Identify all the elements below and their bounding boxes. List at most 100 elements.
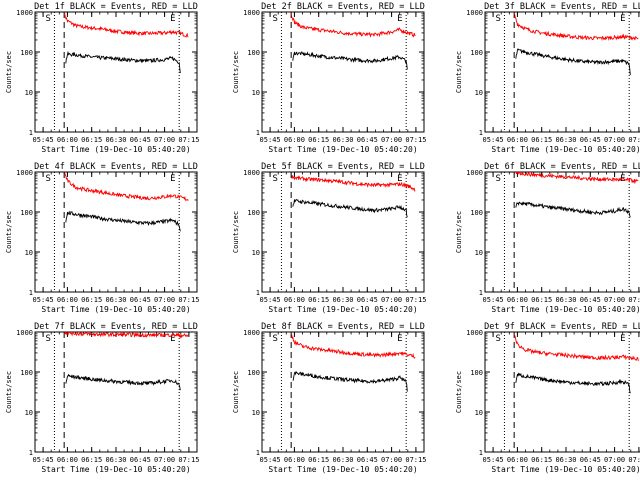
x-tick-label: 07:00 (381, 456, 402, 464)
y-tick-label: 100 (247, 209, 260, 217)
x-tick-label: 06:30 (555, 296, 576, 304)
y-tick-label: 1 (479, 449, 483, 457)
x-tick-label: 06:15 (531, 136, 552, 144)
end-marker: E (397, 14, 402, 24)
x-tick-label: 06:45 (130, 296, 151, 304)
end-marker: E (620, 334, 625, 344)
x-axis-label: Start Time (19-Dec-10 05:40:20) (41, 305, 190, 314)
y-tick-label: 1 (479, 289, 483, 297)
y-tick-label: 1 (29, 289, 33, 297)
x-tick-label: 06:30 (555, 136, 576, 144)
x-axis-label: Start Time (19-Dec-10 05:40:20) (41, 145, 190, 154)
x-tick-label: 05:45 (260, 296, 281, 304)
y-tick-label: 10 (475, 409, 483, 417)
end-marker: E (620, 14, 625, 24)
x-tick-label: 06:15 (81, 296, 102, 304)
lld-series-line (290, 333, 416, 359)
x-tick-label: 05:45 (483, 456, 504, 464)
x-tick-label: 05:45 (483, 296, 504, 304)
x-tick-label: 05:45 (260, 456, 281, 464)
start-marker: S (272, 174, 277, 184)
x-tick-label: 06:45 (130, 136, 151, 144)
plot-frame (34, 11, 198, 133)
y-axis-label: Counts/sec (5, 371, 13, 413)
x-tick-label: 07:15 (628, 296, 640, 304)
plot-title: Det 1f BLACK = Events, RED = LLD (34, 2, 198, 12)
x-tick-label: 07:15 (405, 456, 426, 464)
y-tick-label: 1000 (466, 9, 483, 17)
x-tick-label: 07:00 (604, 456, 625, 464)
x-axis-label: Start Time (19-Dec-10 05:40:20) (491, 305, 640, 314)
x-tick-label: 06:30 (555, 456, 576, 464)
plot-title: Det 5f BLACK = Events, RED = LLD (261, 162, 425, 172)
lld-series-line (513, 333, 639, 362)
y-tick-label: 1000 (243, 9, 260, 17)
x-tick-label: 06:45 (357, 136, 378, 144)
x-tick-label: 06:00 (507, 136, 528, 144)
y-tick-label: 1000 (466, 329, 483, 337)
x-tick-label: 06:15 (81, 456, 102, 464)
end-marker: E (170, 174, 175, 184)
plot-frame (484, 11, 640, 133)
plot-frame (261, 171, 425, 293)
start-marker: S (495, 174, 500, 184)
end-marker: E (397, 174, 402, 184)
x-axis-label: Start Time (19-Dec-10 05:40:20) (41, 465, 190, 474)
y-tick-label: 10 (25, 249, 33, 257)
events-series-line (65, 50, 181, 74)
y-tick-label: 100 (20, 209, 33, 217)
detector-plot-9: Det 9f BLACK = Events, RED = LLD 1 10 100 10… (455, 322, 640, 474)
y-axis-label: Counts/sec (455, 211, 463, 253)
y-tick-label: 1 (256, 449, 260, 457)
plot-title: Det 4f BLACK = Events, RED = LLD (34, 162, 198, 172)
x-tick-label: 05:45 (33, 136, 54, 144)
y-tick-label: 1 (256, 289, 260, 297)
plot-title: Det 8f BLACK = Events, RED = LLD (261, 322, 425, 332)
y-tick-label: 100 (20, 369, 33, 377)
y-axis-label: Counts/sec (232, 371, 240, 413)
plot-frame (261, 331, 425, 453)
start-marker: S (495, 14, 500, 24)
x-tick-label: 06:30 (332, 296, 353, 304)
events-series-line (515, 48, 631, 76)
start-marker: S (45, 334, 50, 344)
start-marker: S (45, 14, 50, 24)
detector-plot-4: Det 4f BLACK = Events, RED = LLD 1 10 100 10… (5, 162, 199, 314)
x-tick-label: 07:15 (405, 296, 426, 304)
x-tick-label: 06:00 (507, 296, 528, 304)
plot-frame (484, 171, 640, 293)
y-tick-label: 1000 (466, 169, 483, 177)
x-tick-label: 06:45 (580, 456, 601, 464)
y-tick-label: 1 (256, 129, 260, 137)
plot-title: Det 9f BLACK = Events, RED = LLD (484, 322, 640, 332)
start-marker: S (272, 14, 277, 24)
end-marker: E (170, 14, 175, 24)
y-tick-label: 100 (247, 369, 260, 377)
events-series-line (65, 373, 181, 391)
y-tick-label: 10 (475, 249, 483, 257)
x-tick-label: 07:15 (628, 136, 640, 144)
x-tick-label: 06:00 (57, 136, 78, 144)
x-tick-label: 06:15 (531, 296, 552, 304)
x-tick-label: 06:15 (81, 136, 102, 144)
events-series-line (65, 210, 181, 232)
x-tick-label: 07:00 (604, 136, 625, 144)
y-axis-label: Counts/sec (455, 371, 463, 413)
x-tick-label: 05:45 (260, 136, 281, 144)
events-series-line (292, 371, 408, 392)
detector-plot-3: Det 3f BLACK = Events, RED = LLD 1 10 100 10… (455, 2, 640, 154)
y-tick-label: 1000 (16, 329, 33, 337)
x-tick-label: 06:30 (332, 456, 353, 464)
y-tick-label: 10 (252, 249, 260, 257)
lld-series-line (64, 172, 189, 201)
y-tick-label: 100 (470, 49, 483, 57)
end-marker: E (170, 334, 175, 344)
y-tick-label: 10 (25, 409, 33, 417)
x-tick-label: 07:15 (178, 136, 199, 144)
detector-plot-8: Det 8f BLACK = Events, RED = LLD 1 10 100 10… (232, 322, 426, 474)
x-tick-label: 05:45 (33, 296, 54, 304)
x-tick-label: 07:15 (178, 296, 199, 304)
start-marker: S (272, 334, 277, 344)
y-tick-label: 10 (252, 89, 260, 97)
